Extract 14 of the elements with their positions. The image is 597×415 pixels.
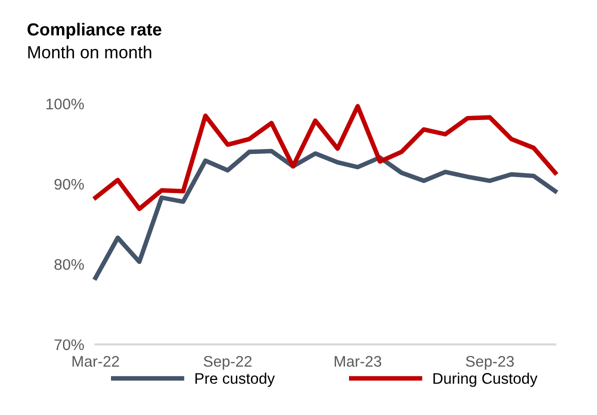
chart-title: Compliance rate bbox=[28, 22, 162, 40]
y-tick-label: 80% bbox=[54, 259, 84, 270]
x-tick-label: Mar-23 bbox=[334, 356, 382, 367]
line-series bbox=[93, 104, 558, 212]
x-tick-label: Mar-22 bbox=[72, 356, 119, 367]
y-tick-label: 100% bbox=[46, 98, 84, 110]
line-series bbox=[93, 148, 558, 280]
legend-label: During Custody bbox=[433, 372, 538, 387]
x-tick-label: Sep-22 bbox=[204, 356, 252, 370]
x-tick-label: Sep-23 bbox=[466, 356, 514, 370]
y-tick-label: 70% bbox=[54, 339, 84, 350]
legend-label: Pre custody bbox=[195, 372, 275, 387]
y-tick-label: 90% bbox=[54, 178, 84, 190]
chart-subtitle: Month on month bbox=[28, 46, 152, 58]
